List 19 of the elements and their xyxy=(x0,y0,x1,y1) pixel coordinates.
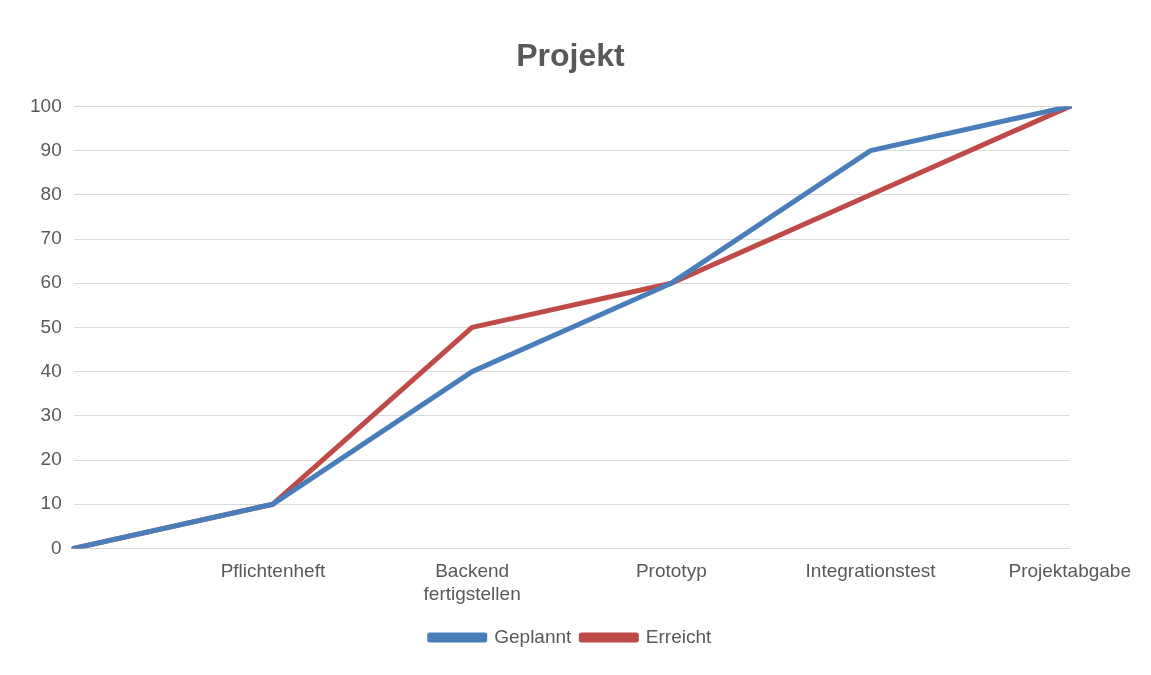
y-tick-label: 0 xyxy=(51,536,62,558)
y-tick-label: 20 xyxy=(40,448,62,470)
chart-title: Projekt xyxy=(516,37,626,74)
y-tick-label: 10 xyxy=(40,492,62,514)
y-tick-label: 60 xyxy=(40,271,62,293)
legend-label: Erreicht xyxy=(645,625,713,647)
y-tick-label: 100 xyxy=(30,94,62,116)
legend-label: Geplannt xyxy=(494,625,573,647)
x-tick-label: Backend fertigstellen xyxy=(423,560,521,604)
y-tick-label: 50 xyxy=(40,315,62,337)
y-tick-label: 30 xyxy=(40,404,62,426)
y-tick-label: 80 xyxy=(40,183,62,205)
y-tick-label: 70 xyxy=(40,227,62,249)
x-tick-label: Projektabgabe xyxy=(1008,560,1132,582)
y-tick-label: 90 xyxy=(40,138,62,160)
x-tick-label: Prototyp xyxy=(635,560,707,582)
y-tick-label: 40 xyxy=(40,359,62,381)
x-tick-label: Pflichtenheft xyxy=(220,560,326,582)
x-tick-label: Integrationstest xyxy=(805,560,937,582)
